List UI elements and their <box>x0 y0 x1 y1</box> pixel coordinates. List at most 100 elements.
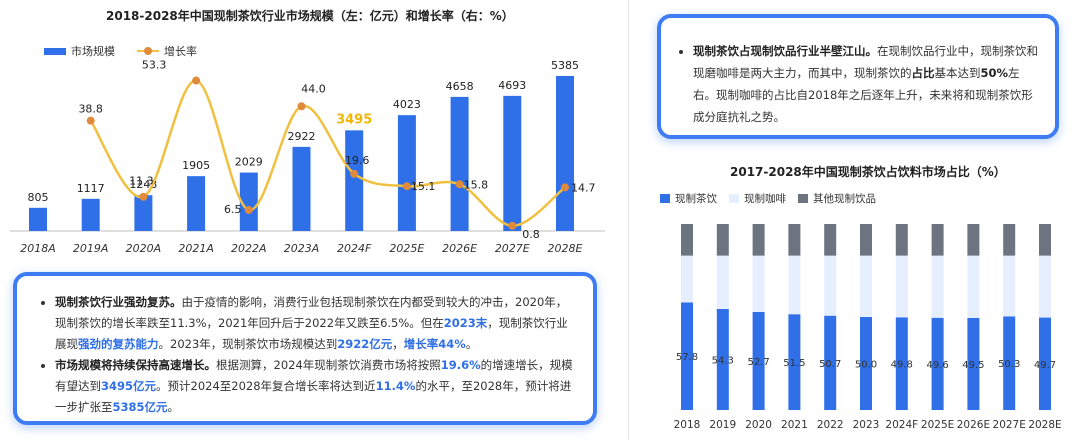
x-tick-label: 2021 <box>781 419 808 431</box>
share-bar-segment <box>716 224 729 256</box>
market-size-label: 3495 <box>336 112 372 127</box>
legend-swatch-coffee <box>729 194 739 203</box>
left-chart-title: 2018-2028年中国现制茶饮行业市场规模（左：亿元）和增长率（右：%） <box>106 9 514 23</box>
share-bar-segment <box>752 311 765 410</box>
summary-text: ， <box>392 337 404 351</box>
market-size-label: 2029 <box>235 156 263 169</box>
x-tick-label: 2028E <box>548 242 583 255</box>
share-bar-segment <box>967 255 980 318</box>
market-size-bar <box>503 95 522 231</box>
summary-highlight: 19.6% <box>440 358 481 372</box>
summary-text: 由于疫情的影响，消费行业包括现制茶饮在内都受到较大的冲击，2020年，现制茶饮的… <box>55 295 568 330</box>
growth-rate-point <box>350 169 359 178</box>
summary-text: ，现制茶饮行业展现 <box>55 316 568 351</box>
summary-text: 。 <box>465 337 478 351</box>
share-bar-segment <box>716 309 729 410</box>
x-tick-label: 2018 <box>674 419 701 431</box>
market-size-bar <box>239 172 258 231</box>
share-bar-segment <box>716 255 729 310</box>
share-bar-segment <box>752 224 765 256</box>
market-size-label: 805 <box>28 191 49 204</box>
share-bar-segment <box>824 224 837 256</box>
share-bar-segment <box>1003 316 1016 410</box>
market-size-bar <box>345 130 364 231</box>
right-chart-title: 2017-2028年中国现制茶饮占饮料市场占比（%） <box>730 165 1006 179</box>
share-bar-segment <box>1003 255 1016 317</box>
summary-text: 的增速增长，规模有望达到 <box>55 358 573 393</box>
share-value-label: 50.7 <box>819 359 841 370</box>
panel-divider <box>628 0 629 440</box>
growth-rate-label: 53.3 <box>142 59 167 72</box>
market-size-bar <box>397 115 416 231</box>
x-tick-label: 2026E <box>442 242 477 255</box>
legend-label-market-size: 市场规模 <box>71 45 115 58</box>
summary-highlight: 2922亿元 <box>337 337 393 351</box>
share-value-label: 49.6 <box>926 360 948 371</box>
share-bar-segment <box>895 224 908 256</box>
legend-item-tea: 现制茶饮 <box>660 191 717 206</box>
share-bar-segment <box>788 314 801 410</box>
summary-item-share: 现制茶饮占现制饮品行业半壁江山。在现制饮品行业中，现制茶饮和现磨咖啡是两大主力，… <box>693 40 1039 128</box>
x-tick-label: 2019 <box>709 419 736 431</box>
share-bar-segment <box>788 224 801 256</box>
right-summary-box: 现制茶饮占现制饮品行业半壁江山。在现制饮品行业中，现制茶饮和现磨咖啡是两大主力，… <box>657 14 1059 139</box>
summary-text: 基本达到 <box>934 66 981 80</box>
market-size-bar <box>187 176 206 231</box>
x-tick-label: 2021A <box>178 242 214 255</box>
summary-highlight: 增长率44% <box>403 337 466 351</box>
legend-item-other: 其他现制饮品 <box>798 191 876 206</box>
x-tick-label: 2023 <box>853 419 880 431</box>
growth-rate-label: 6.5 <box>224 203 242 216</box>
right-chart-legend: 现制茶饮 现制咖啡 其他现制饮品 <box>660 191 876 206</box>
legend-item-growth-rate: 增长率 <box>137 43 197 59</box>
summary-highlight: 3495亿元 <box>101 379 157 393</box>
summary-highlight: 5385亿元 <box>112 400 168 414</box>
summary-highlight: 强劲的复苏能力 <box>78 337 159 351</box>
legend-label-other: 其他现制饮品 <box>813 193 876 205</box>
market-size-label: 5385 <box>551 59 579 72</box>
share-bar-segment <box>681 224 693 256</box>
x-tick-label: 2022 <box>817 419 844 431</box>
share-value-label: 52.7 <box>747 357 769 368</box>
growth-rate-point <box>244 206 253 215</box>
summary-text: 。2023年，现制茶饮市场规模达到 <box>158 337 338 351</box>
growth-rate-point <box>86 116 95 125</box>
x-tick-label: 2027E <box>993 419 1026 431</box>
summary-highlight: 11.4% <box>375 379 416 393</box>
summary-text: 在现制饮品行业中，现制茶饮和现磨咖啡是两大主力，而其中，现制茶饮的 <box>693 44 1038 80</box>
market-size-bar <box>29 207 47 231</box>
legend-swatch-tea <box>660 194 670 203</box>
share-value-label: 51.5 <box>783 358 805 369</box>
summary-text: 。预计2024至2028年复合增长率将达到近 <box>156 379 376 393</box>
x-tick-label: 2022A <box>231 242 267 255</box>
x-tick-label: 2019A <box>73 242 109 255</box>
growth-rate-point <box>402 182 411 191</box>
share-value-label: 50.0 <box>855 360 877 371</box>
summary-heading-share: 现制茶饮占现制饮品行业半壁江山。 <box>693 44 877 58</box>
legend-item-coffee: 现制咖啡 <box>729 191 786 206</box>
growth-rate-label: 38.8 <box>78 103 103 116</box>
growth-rate-label: 44.0 <box>301 82 326 95</box>
x-tick-label: 2026E <box>957 419 990 431</box>
growth-rate-point <box>561 183 569 192</box>
share-bar-segment <box>895 255 908 318</box>
share-bar-segment <box>1039 224 1051 256</box>
market-size-label: 2922 <box>288 130 316 143</box>
share-bar-segment <box>860 255 872 317</box>
share-bar-segment <box>788 255 801 315</box>
share-bar-segment <box>860 317 872 410</box>
share-bar-segment <box>967 224 980 256</box>
x-tick-label: 2020A <box>126 242 162 255</box>
share-value-label: 57.8 <box>676 352 698 363</box>
growth-rate-label: 15.8 <box>464 178 489 191</box>
share-value-label: 54.3 <box>712 356 734 367</box>
summary-heading-recovery: 现制茶饮行业强劲复苏。 <box>55 295 182 309</box>
share-value-label: 49.5 <box>962 360 984 371</box>
right-chart: 57.8 2018 54.3 2019 52.7 2020 51.5 2021 50.7 2022… <box>674 224 1062 431</box>
share-bar-segment <box>967 317 980 410</box>
summary-heading-growth: 市场规模将持续保持高速增长。 <box>55 358 216 372</box>
summary-item-growth: 市场规模将持续保持高速增长。根据测算，2024年现制茶饮消费市场将按照19.6%… <box>55 355 575 418</box>
share-bar-segment <box>681 302 693 410</box>
market-size-label: 1117 <box>77 182 105 195</box>
summary-text: 的水平，至2028年，预计将进一步扩张至 <box>55 379 572 414</box>
